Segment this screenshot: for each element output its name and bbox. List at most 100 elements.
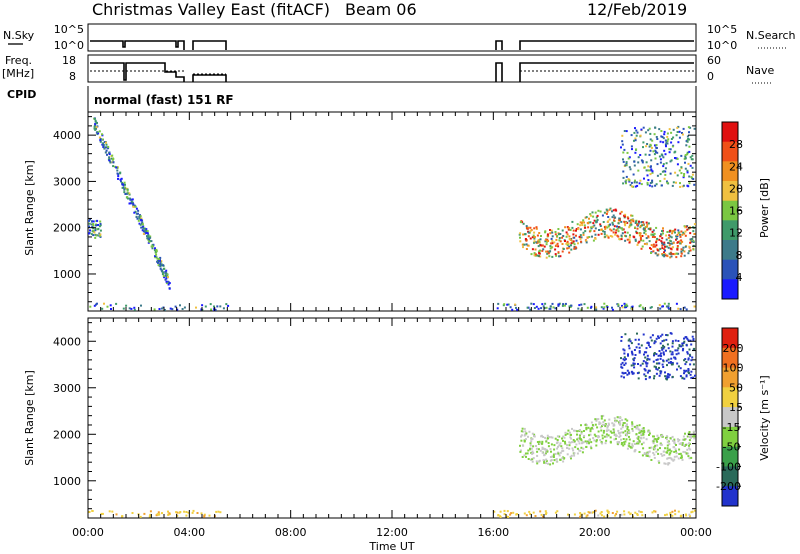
power-cell-336: [557, 245, 560, 248]
power-cell-1263: [103, 302, 105, 305]
velocity-cell-126: [574, 429, 577, 432]
power-cell-1306: [101, 307, 104, 310]
power-cell-973: [621, 134, 624, 137]
power-cell-244: [111, 154, 114, 157]
power-cell-120: [154, 256, 157, 259]
power-cell-955: [622, 182, 625, 185]
velocity-cell-213: [669, 452, 672, 455]
power-cell-1106: [680, 166, 683, 169]
power-cell-692: [541, 244, 544, 247]
velocity-cell-206: [648, 432, 651, 435]
velocity-cell-788: [626, 373, 629, 376]
power-cell-103: [155, 256, 158, 259]
power-cell-1197: [647, 129, 650, 132]
velocity-cell-410: [550, 459, 553, 462]
velocity-ytick-label-1: 2000: [53, 428, 81, 441]
power-cell-531: [586, 236, 589, 239]
power-cell-1020: [623, 148, 626, 151]
velocity-cell-134: [577, 440, 580, 443]
power-cell-1258: [541, 303, 544, 306]
power-cell-345: [546, 250, 549, 253]
velocity-cell-1002: [539, 510, 542, 513]
power-cell-405: [642, 224, 645, 226]
power-cell-420: [674, 252, 677, 255]
velocity-cell-674: [627, 354, 629, 357]
power-cell-1324: [639, 304, 642, 307]
power-cell-784: [661, 247, 664, 250]
power-cell-929: [585, 241, 588, 244]
power-cell-487: [660, 233, 662, 236]
power-cell-619: [572, 229, 575, 232]
velocity-cell-868: [662, 359, 665, 362]
power-cell-916: [568, 238, 571, 240]
velocity-cell-799: [621, 361, 624, 364]
power-cell-259: [126, 192, 129, 195]
power-cell-211: [155, 250, 158, 253]
velocity-cell-532: [557, 452, 560, 455]
power-cell-800: [680, 239, 683, 242]
power-cell-737: [579, 237, 582, 240]
power-cell-860: [628, 235, 631, 238]
velocity-cell-765: [690, 359, 693, 362]
velocity-cell-672: [634, 338, 637, 341]
velocity-cell-546: [668, 462, 671, 465]
velocity-cell-994: [684, 513, 687, 516]
nsky-panel: [87, 23, 697, 52]
power-cell-1297: [96, 302, 98, 305]
velocity-cell-145: [618, 419, 621, 422]
velocity-cell-759: [684, 358, 687, 361]
power-cell-450: [554, 248, 557, 251]
power-cell-1175: [691, 158, 694, 161]
power-cell-1185: [665, 141, 668, 144]
power-cell-216: [101, 138, 104, 141]
velocity-cell-302: [624, 425, 627, 428]
velocity-cell-448: [618, 432, 621, 434]
power-cell-1118: [660, 153, 663, 156]
power-cell-1199: [676, 157, 679, 160]
velocity-cell-190: [603, 419, 606, 422]
power-cell-755: [571, 220, 574, 223]
velocity-cell-375: [569, 441, 572, 444]
power-cell-205: [142, 227, 145, 230]
power-cell-1343: [667, 305, 670, 308]
nave-tick-high: 60: [707, 54, 721, 67]
velocity-cell-1015: [540, 513, 543, 516]
velocity-cell-195: [635, 427, 638, 430]
power-cell-911: [538, 240, 541, 243]
velocity-colorbar-label-1: 100: [723, 362, 744, 375]
velocity-cell-661: [645, 365, 648, 368]
power-cell-783: [630, 214, 633, 217]
power-cell-301: [94, 128, 97, 131]
power-cell-298: [129, 197, 131, 200]
power-cell-1045: [640, 128, 643, 131]
power-cell-373: [671, 246, 674, 249]
power-cell-532: [692, 240, 695, 242]
power-cell-1336: [557, 304, 560, 307]
power-colorbar-label-1: 8: [736, 249, 743, 262]
velocity-cell-280: [541, 448, 544, 451]
power-cell-421: [670, 236, 673, 239]
nsky-trace: [90, 40, 694, 50]
velocity-cell-892: [651, 511, 654, 514]
power-cell-1141: [663, 170, 666, 173]
velocity-cell-866: [653, 377, 655, 380]
velocity-cell-458: [617, 429, 620, 432]
velocity-cell-850: [636, 372, 639, 375]
power-cell-1337: [617, 303, 620, 306]
velocity-cell-484: [562, 435, 565, 438]
velocity-cell-417: [525, 455, 527, 458]
power-cell-207: [157, 261, 159, 264]
power-cell-1234: [542, 305, 545, 308]
velocity-cell-727: [646, 341, 649, 344]
velocity-cell-876: [670, 363, 673, 366]
velocity-cell-713: [693, 347, 696, 350]
power-cell-1114: [665, 145, 667, 148]
power-cell-891: [580, 222, 583, 224]
power-cell-1326: [561, 304, 564, 307]
power-cell-1341: [533, 307, 536, 309]
power-cell-1097: [663, 149, 666, 152]
velocity-cell-1006: [623, 510, 626, 513]
velocity-cell-193: [615, 419, 618, 422]
power-cell-287: [133, 211, 136, 214]
power-cell-1220: [128, 307, 131, 310]
